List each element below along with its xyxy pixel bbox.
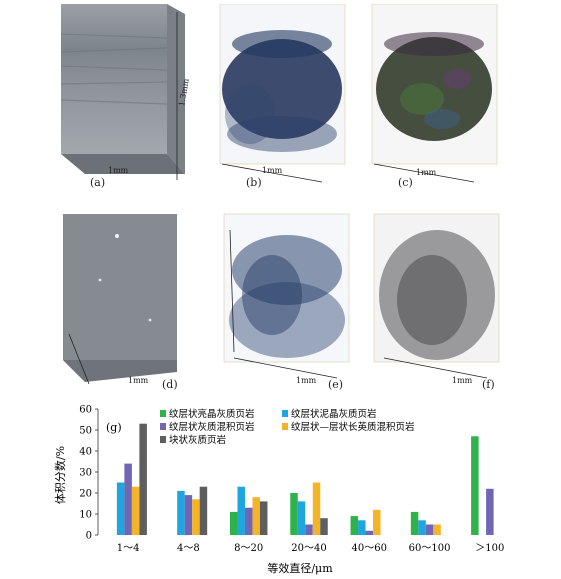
x-tick-label: 60～100 (409, 543, 451, 554)
bar (252, 497, 260, 535)
bar (350, 516, 359, 535)
bar (418, 520, 426, 535)
legend-label: 纹层状—层状长英质混积页岩 (291, 421, 415, 433)
y-tick-label: 30 (79, 468, 92, 479)
chart-axes: 0 10 20 30 40 50 60 1～4 4～8 8～20 20～40 40～60 60～100 ＞… (79, 405, 504, 555)
y-tick-label: 10 (79, 510, 92, 521)
panel-d-scale: 1mm (128, 376, 149, 385)
bar (433, 524, 441, 535)
panel-e-image (223, 213, 350, 379)
bar (237, 486, 245, 535)
panel-c-label: (c) (398, 176, 413, 189)
y-tick-label: 20 (79, 489, 92, 500)
legend-label: 纹层状灰质混积页岩 (169, 421, 255, 433)
x-tick-label: 40～60 (352, 543, 387, 554)
bar (177, 490, 185, 535)
x-axis-label: 等效直径/μm (267, 561, 333, 575)
y-tick-label: 60 (79, 405, 92, 416)
legend-swatch (282, 410, 288, 417)
panel-g-label: (g) (106, 421, 122, 434)
legend-swatch (160, 423, 166, 430)
bar (139, 423, 147, 535)
legend-label: 纹层状泥晶灰质页岩 (291, 408, 377, 420)
legend-swatch (282, 423, 288, 430)
legend-label: 块状灰质页岩 (169, 434, 226, 446)
x-tick-label: 1～4 (117, 543, 140, 554)
legend-label: 纹层状亮晶灰质页岩 (169, 408, 255, 420)
y-tick-label: 40 (79, 447, 92, 458)
panel-a-label: (a) (90, 176, 106, 189)
bar (184, 495, 193, 535)
panel-d-image (63, 214, 177, 385)
panel-c-image (371, 4, 498, 183)
panel-a-scale: 1mm (108, 166, 129, 175)
panel-d-label: (d) (162, 378, 178, 391)
bar (410, 511, 419, 535)
x-tick-label: ＞100 (475, 543, 504, 554)
bar (365, 530, 374, 535)
bar (373, 509, 381, 535)
bar (358, 520, 366, 535)
bar (192, 499, 200, 535)
bar (131, 486, 140, 535)
x-tick-label: 4～8 (177, 543, 200, 554)
panel-c-scale: 1mm (416, 168, 437, 177)
panel-f-image (373, 213, 500, 379)
bar (199, 486, 208, 535)
bar (320, 518, 328, 535)
bar (305, 524, 313, 535)
bar (425, 524, 434, 535)
panel-b-label: (b) (246, 176, 262, 189)
bar (486, 488, 494, 535)
y-tick-label: 0 (86, 531, 92, 542)
y-tick-label: 50 (79, 426, 92, 437)
bar (471, 436, 479, 535)
panel-b-scale: 1mm (262, 166, 283, 175)
panel-e-scale: 1mm (296, 376, 317, 385)
legend-swatch (160, 410, 166, 417)
bar (244, 507, 253, 535)
panel-b-image (219, 4, 346, 183)
bar (124, 463, 132, 535)
volume-fraction-chart: 0 10 20 30 40 50 60 1～4 4～8 8～20 20～40 40～60 60～100 ＞… (53, 405, 504, 576)
bar (312, 482, 321, 535)
bar (116, 482, 125, 535)
chart-bars (116, 423, 494, 535)
y-axis-label: 体积分数/% (53, 446, 67, 504)
x-tick-label: 8～20 (234, 543, 263, 554)
legend-swatch (160, 436, 166, 443)
bar (290, 493, 298, 535)
bar (229, 511, 238, 535)
panel-e-label: (e) (328, 378, 344, 391)
panel-f-scale: 1mm (452, 376, 473, 385)
panel-f-label: (f) (482, 378, 495, 391)
x-tick-label: 20～40 (291, 543, 326, 554)
bar (259, 501, 268, 535)
panel-a-image (60, 4, 185, 180)
bar (297, 501, 306, 535)
